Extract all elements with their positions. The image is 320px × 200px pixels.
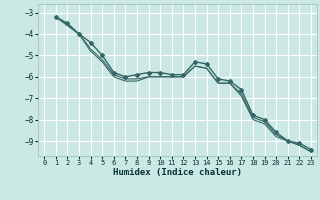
X-axis label: Humidex (Indice chaleur): Humidex (Indice chaleur) — [113, 168, 242, 177]
